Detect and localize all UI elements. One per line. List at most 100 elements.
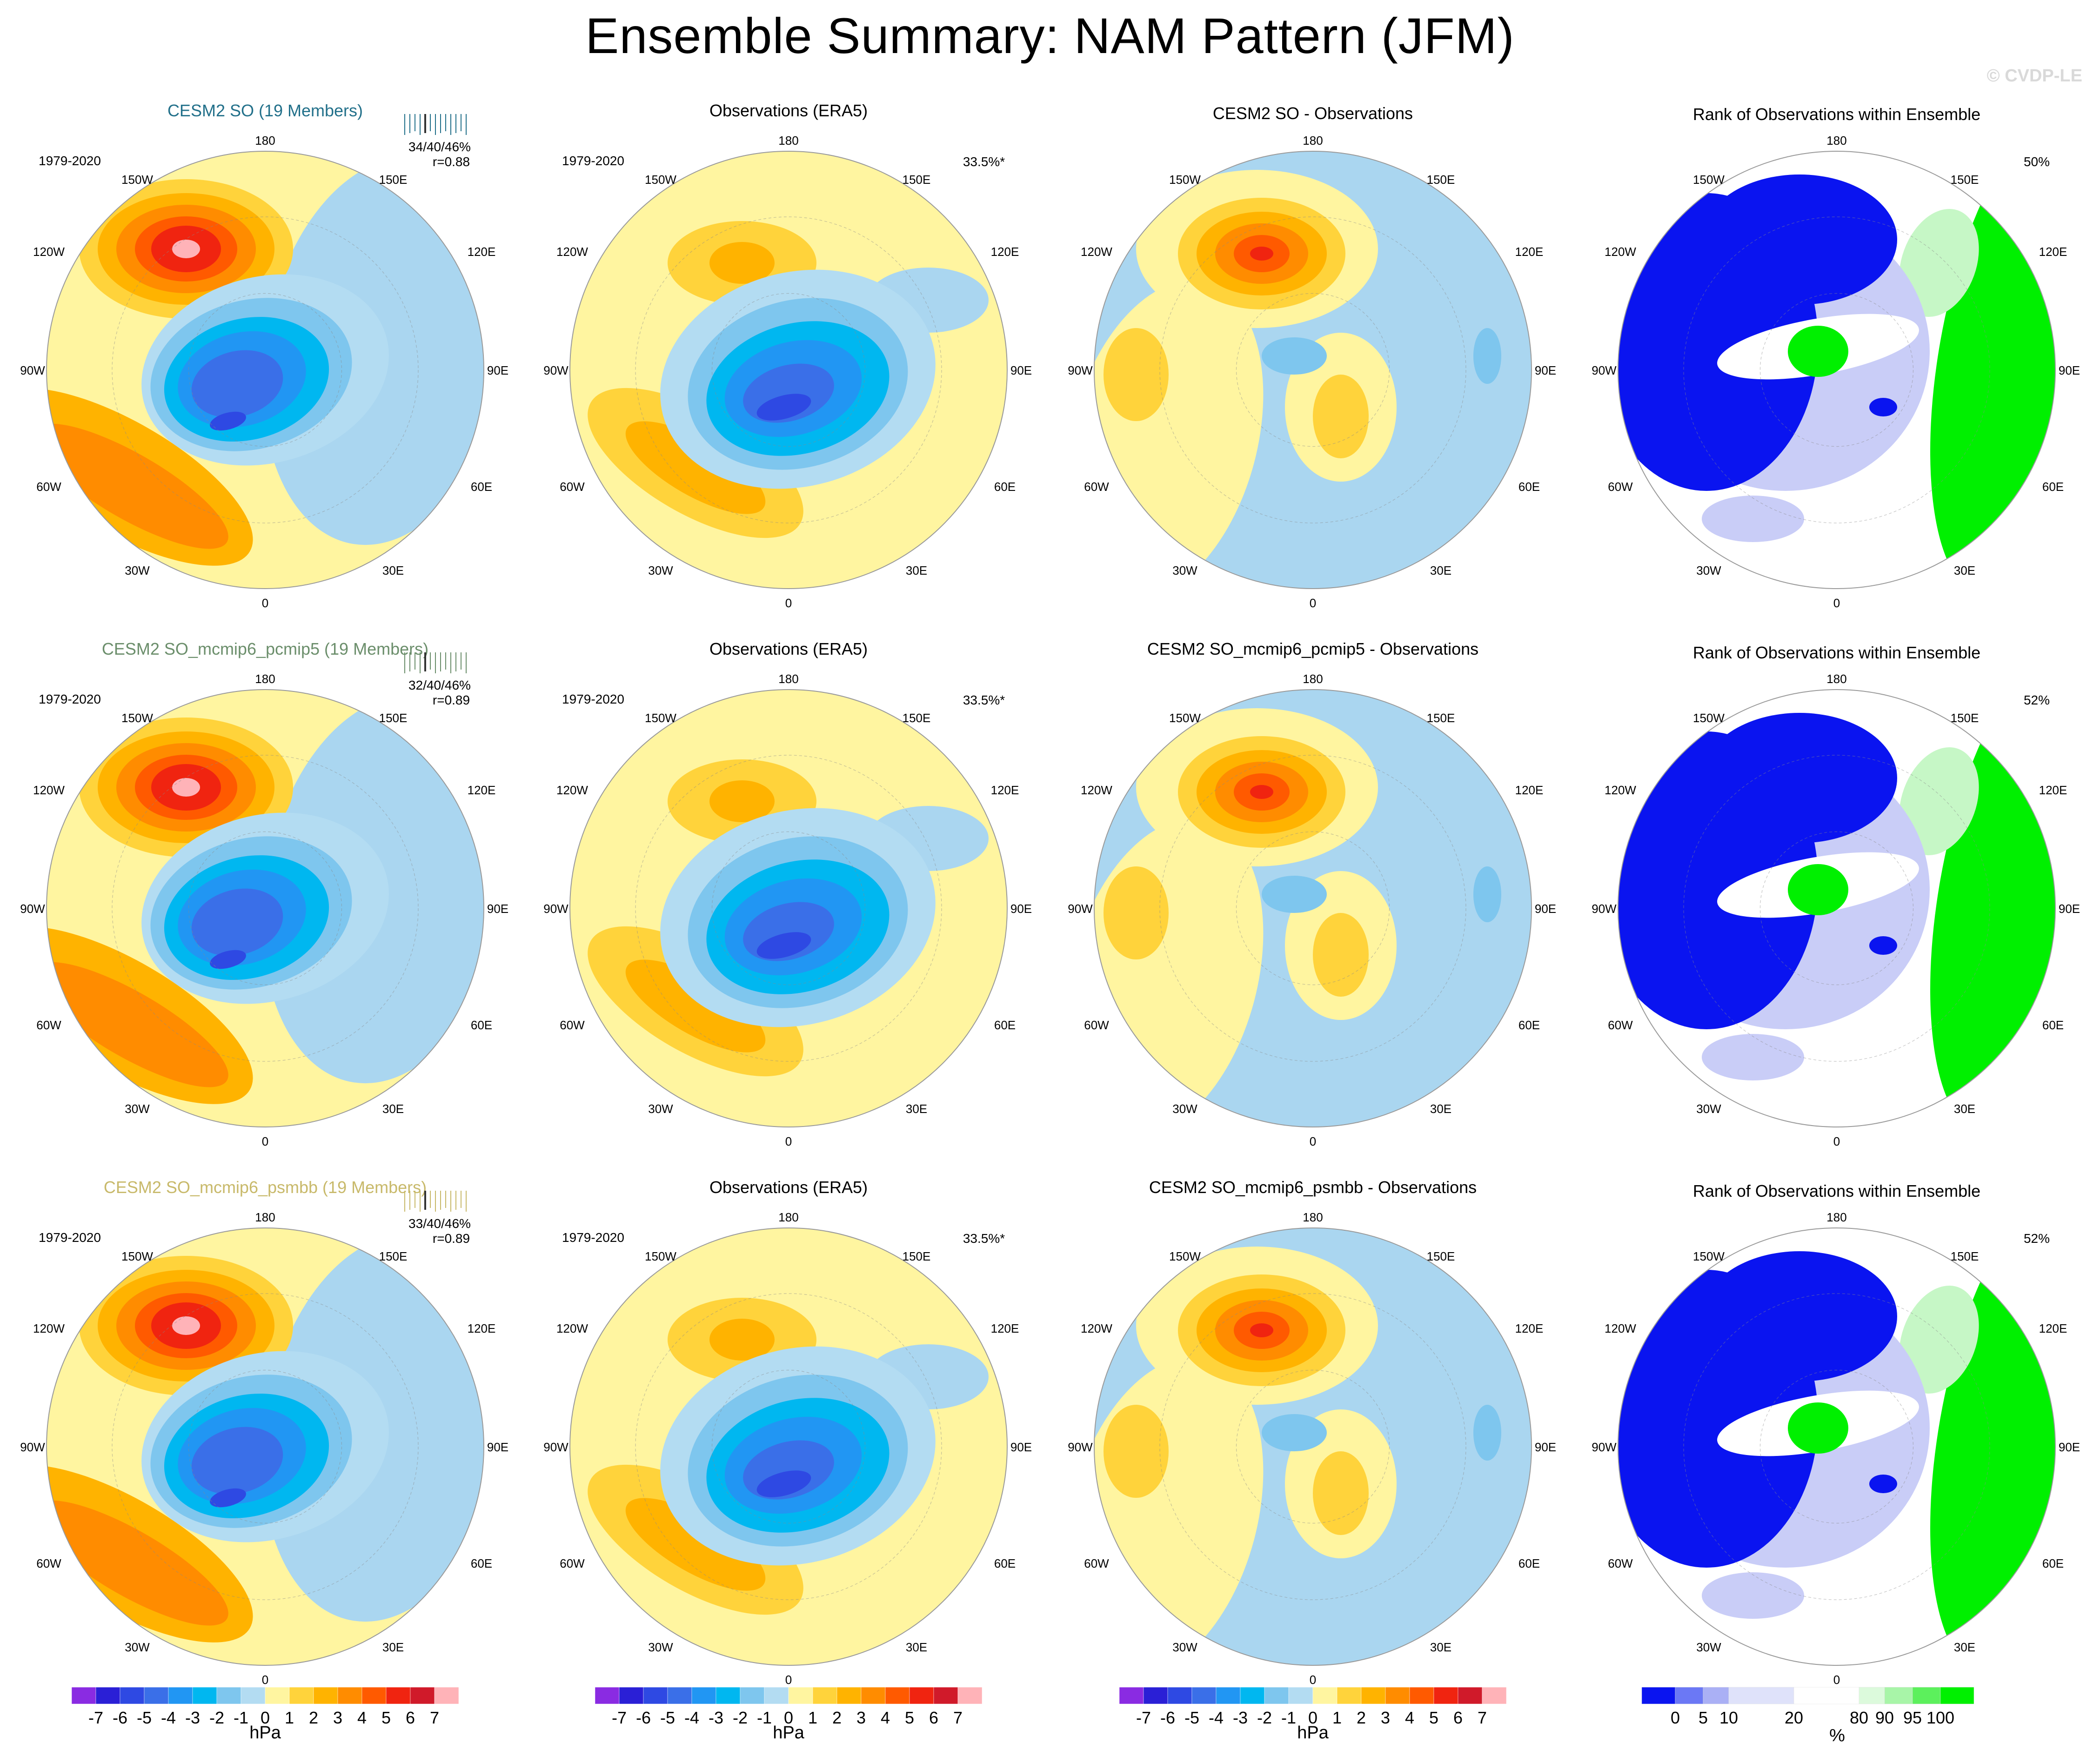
longitude-label: 60W [1608,1018,1633,1032]
colorbar-swatch [410,1687,435,1704]
colorbar-swatch [1143,1687,1168,1704]
colorbar-tick: 80 [1850,1708,1868,1727]
colorbar-swatch [619,1687,644,1704]
longitude-label: 0 [1833,1134,1840,1148]
map-fill [1618,151,2055,589]
colorbar-swatch [1433,1687,1458,1704]
longitude-label: 150E [1427,711,1455,725]
longitude-label: 90E [487,902,508,916]
longitude-label: 150E [379,711,408,725]
colorbar-tick: 90 [1875,1708,1894,1727]
page-title: Ensemble Summary: NAM Pattern (JFM) [585,7,1515,64]
rank-low-south [1702,1572,1804,1619]
hpa-colorbar: -7 -6 -5 -4 -3 -2 -1 0 1 2 3 4 5 6 7 hPa [1119,1687,1507,1743]
longitude-label: 90E [487,363,508,377]
colorbar-swatch [1940,1687,1974,1704]
colorbar-tick: 95 [1903,1708,1922,1727]
colorbar-tick: -5 [1184,1708,1199,1727]
longitude-label: 90W [543,363,568,377]
panel-r1-diff: 180 0 150W 150E 120W 120E 90W 90E 60W 60E 30W 30E CE… [1068,104,1556,610]
colorbar-swatch [1337,1687,1362,1704]
colorbar-swatch [1288,1687,1313,1704]
longitude-label: 120W [1081,783,1112,797]
graticule [1759,831,1914,986]
longitude-label: 30W [648,563,673,577]
colorbar-tick: -6 [1160,1708,1175,1727]
graticule [1159,755,1466,1062]
colorbar-tick: -3 [185,1708,200,1727]
longitude-label: 30E [1430,1102,1451,1116]
period-label: 1979-2020 [562,692,624,706]
rank-title: Rank of Observations within Ensemble [1693,643,1980,662]
colorbar-tick: 0 [1308,1708,1318,1727]
arctic-low-core [210,950,246,969]
longitude-label: 120W [33,245,65,259]
longitude-label: 120W [1605,245,1636,259]
longitude-label: 150E [1427,1249,1455,1263]
graticule [635,216,942,523]
colorbar-tick: 5 [1699,1708,1708,1727]
colorbar-swatch [691,1687,716,1704]
longitude-label: 150E [1427,173,1455,187]
longitude-label: 90E [487,1440,508,1454]
longitude-label: 30W [125,1640,150,1654]
colorbar-swatch [1264,1687,1289,1704]
map-border [1094,151,1532,589]
longitude-label: 120E [991,1321,1019,1335]
atlantic-high-core [47,1500,228,1626]
map-border [46,1227,484,1666]
atlantic-high-core [625,1498,766,1591]
colorbar-swatch [313,1687,338,1704]
colorbar-tick: 5 [905,1708,914,1727]
longitude-label: 90W [20,363,45,377]
longitude-label: 60E [2042,480,2064,494]
map-fill [47,1228,484,1665]
colorbar-swatch [241,1687,266,1704]
rank-colorbar: 0 5 10 20 80 90 95 100% [1641,1687,1974,1745]
longitude-label: 30E [906,1640,927,1654]
diff-positive-center-core [1313,913,1369,997]
colorbar-swatch [812,1687,837,1704]
colorbar-swatch [740,1687,765,1704]
colorbar-swatch [1884,1687,1913,1704]
graticule [188,1369,342,1524]
rank-low-patch-core [1869,936,1897,955]
longitude-label: 30W [1696,1102,1721,1116]
colorbar-tick: 0 [784,1708,793,1727]
map-fill [1094,151,1532,589]
colorbar-tick: -3 [709,1708,723,1727]
map-border [1094,689,1532,1127]
colorbar-swatch [1361,1687,1386,1704]
colorbar-tick: 6 [929,1708,938,1727]
colorbar-swatch [667,1687,692,1704]
colorbar-swatch [434,1687,459,1704]
colorbar-tick: 4 [881,1708,890,1727]
longitude-label: 180 [1303,134,1323,148]
panel-r2-diff: 180 0 150W 150E 120W 120E 90W 90E 60W 60E 30W 30E CE… [1068,639,1556,1148]
diff-positive-left-core [1104,328,1169,421]
arctic-low-5 [191,1427,283,1495]
pct-label: 33.5%* [963,693,1005,707]
colorbar-tick: -7 [88,1708,103,1727]
graticule [1159,216,1466,523]
longitude-label: 120W [1081,1321,1112,1335]
colorbar-swatch [1191,1687,1217,1704]
panel-r2-rank: 180 0 150W 150E 120W 120E 90W 90E 60W 60E 30W 30E Ra… [1592,643,2080,1148]
colorbar-tick: 3 [1381,1708,1390,1727]
ensemble-title: CESM2 SO_mcmip6_pcmip5 (19 Members) [102,639,428,658]
longitude-label: 60E [994,1556,1016,1570]
period-label: 1979-2020 [39,1230,101,1245]
longitude-label: 120W [1081,245,1112,259]
map-border [1618,1227,2056,1666]
graticule [1759,293,1914,447]
colorbar-swatch [192,1687,217,1704]
colorbar-swatch [1703,1687,1729,1704]
colorbar-tick: -3 [1233,1708,1248,1727]
rank-high-fringe [1899,208,1979,317]
colorbar-tick: -1 [757,1708,772,1727]
diff-title: CESM2 SO - Observations [1213,104,1413,123]
longitude-label: 120E [2039,245,2067,259]
longitude-label: 60W [560,1018,585,1032]
longitude-label: 0 [1310,596,1316,610]
longitude-label: 120E [991,245,1019,259]
